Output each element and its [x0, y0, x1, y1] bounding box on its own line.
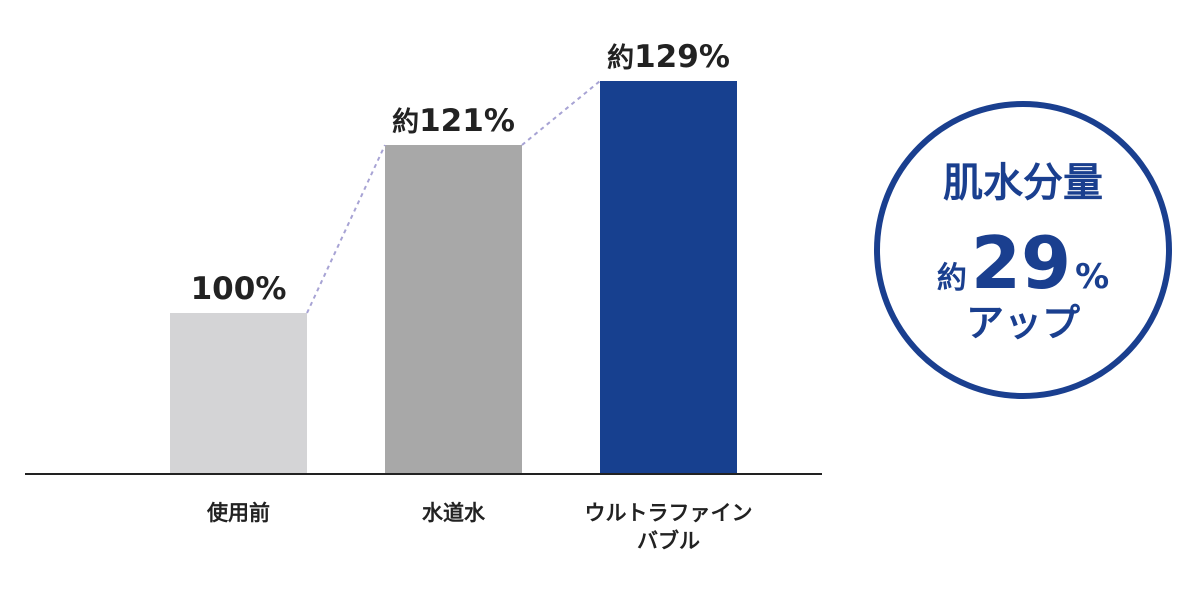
- value-prefix: 約: [392, 106, 419, 138]
- connector-line: [306, 144, 386, 314]
- value-text: 100%: [191, 271, 287, 307]
- category-label: ウルトラファイン: [585, 501, 753, 525]
- value-text: 121%: [419, 103, 515, 139]
- value-label: 100%: [191, 271, 287, 307]
- badge-unit: %: [1075, 257, 1109, 297]
- badge-circle: [874, 101, 1172, 399]
- badge-prefix: 約: [937, 261, 967, 296]
- bar: [170, 313, 307, 473]
- category-label: 使用前: [206, 501, 270, 525]
- value-text: 129%: [634, 39, 730, 75]
- bar: [600, 81, 737, 473]
- badge-value: 約29%: [937, 221, 1109, 305]
- badge-number: 29: [971, 221, 1071, 305]
- value-label: 約121%: [392, 103, 515, 139]
- category-label: バブル: [637, 529, 700, 553]
- value-prefix: 約: [607, 42, 634, 74]
- summary-badge: 肌水分量 約29% アップ: [874, 101, 1172, 399]
- value-label: 約129%: [607, 39, 730, 75]
- badge-subtitle: アップ: [966, 301, 1080, 345]
- category-label: 水道水: [422, 501, 486, 525]
- connector-line: [521, 80, 601, 146]
- badge-title: 肌水分量: [943, 160, 1103, 206]
- bar: [385, 145, 522, 473]
